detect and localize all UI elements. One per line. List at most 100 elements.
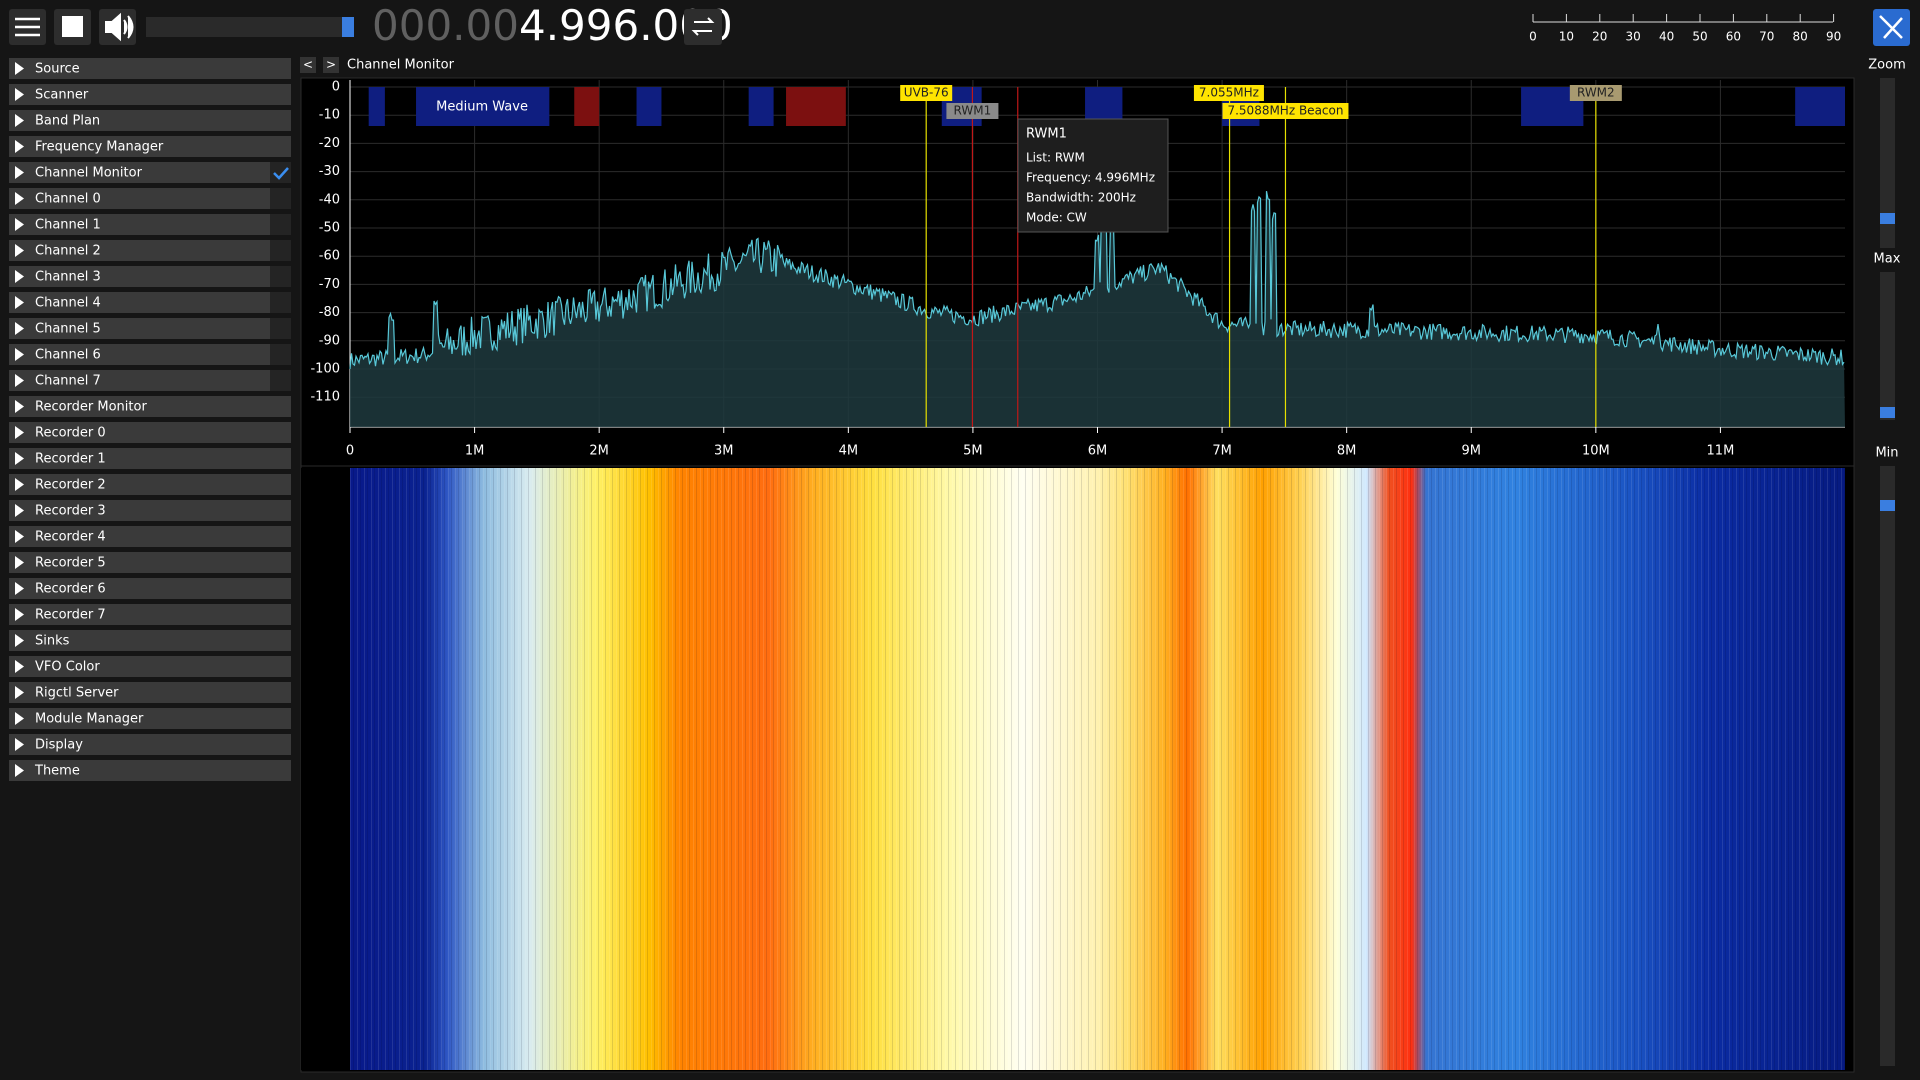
bookmark-label: RWM2: [1577, 86, 1615, 100]
band: [1795, 87, 1845, 126]
band-label: Medium Wave: [436, 100, 528, 115]
bookmark-tag[interactable]: [946, 103, 999, 119]
menu-item[interactable]: [9, 396, 291, 417]
menu-item[interactable]: [9, 708, 291, 729]
y-tick-label: -110: [310, 390, 340, 405]
menu-item[interactable]: [9, 214, 291, 235]
menu-item[interactable]: [9, 448, 291, 469]
x-tick-label: 2M: [589, 444, 609, 459]
enable-checkbox[interactable]: [270, 162, 291, 183]
collapse-arrow: [15, 322, 24, 335]
snr-tick-label: 10: [1559, 30, 1574, 44]
menu-item[interactable]: [9, 760, 291, 781]
collapse-arrow: [15, 582, 24, 595]
prev-button[interactable]: [300, 57, 316, 73]
menu-item-label: Recorder 0: [35, 426, 106, 441]
menu-item-label: Recorder 7: [35, 608, 106, 623]
menu-item[interactable]: [9, 58, 291, 79]
menu-item-label: Channel 5: [35, 322, 101, 337]
menu-item[interactable]: [9, 162, 291, 183]
band: [416, 87, 550, 126]
menu-item[interactable]: [9, 526, 291, 547]
bookmark-tag[interactable]: [1193, 85, 1264, 101]
max-grab: [1880, 407, 1895, 418]
min-grab: [1880, 500, 1895, 511]
bookmark-tag[interactable]: [1569, 85, 1622, 101]
menu-item[interactable]: [9, 552, 291, 573]
menu-item[interactable]: [9, 604, 291, 625]
y-tick-label: -60: [319, 249, 340, 264]
min-slider[interactable]: [1880, 466, 1895, 1066]
volume-grab: [342, 17, 354, 37]
menu-item[interactable]: [9, 292, 291, 313]
next-button[interactable]: [323, 57, 339, 73]
bookmark-tag[interactable]: [900, 85, 953, 101]
snr-tick-label: 40: [1659, 30, 1674, 44]
menu-item[interactable]: [9, 656, 291, 677]
menu-item[interactable]: [9, 318, 291, 339]
menu-item[interactable]: [9, 630, 291, 651]
enable-checkbox[interactable]: [270, 292, 291, 313]
menu-item[interactable]: [9, 344, 291, 365]
menu-item-label: Recorder 4: [35, 530, 106, 545]
collapse-arrow: [15, 712, 24, 725]
menu-item[interactable]: [9, 422, 291, 443]
x-tick-label: 10M: [1582, 444, 1610, 459]
enable-checkbox[interactable]: [270, 370, 291, 391]
band: [636, 87, 662, 126]
menu-item[interactable]: [9, 136, 291, 157]
menu-item-label: Channel 4: [35, 296, 101, 311]
menu-item[interactable]: [9, 578, 291, 599]
collapse-arrow: [15, 608, 24, 621]
enable-checkbox[interactable]: [270, 214, 291, 235]
snr-tick-label: 30: [1626, 30, 1641, 44]
menu-item[interactable]: [9, 734, 291, 755]
y-tick-label: -40: [319, 192, 340, 207]
menu-item[interactable]: [9, 84, 291, 105]
zoom-slider[interactable]: [1880, 78, 1895, 248]
menu-item[interactable]: [9, 266, 291, 287]
menu-item[interactable]: [9, 110, 291, 131]
enable-checkbox[interactable]: [270, 318, 291, 339]
next-label: >: [326, 58, 336, 72]
band: [368, 87, 385, 126]
menu-item-label: Rigctl Server: [35, 686, 119, 701]
menu-item-label: Theme: [34, 764, 80, 779]
bookmark-tag[interactable]: [1222, 103, 1349, 119]
x-tick-label: 4M: [839, 444, 859, 459]
menu-item-label: Channel 6: [35, 348, 101, 363]
menu-item[interactable]: [9, 370, 291, 391]
enable-checkbox[interactable]: [270, 266, 291, 287]
spectrum-fill: [350, 191, 1845, 427]
menu-item[interactable]: [9, 682, 291, 703]
menu-item-label: Recorder 5: [35, 556, 106, 571]
menu-item-label: Sinks: [35, 634, 70, 649]
frequency-display[interactable]: 000.004.996.000: [372, 1, 733, 50]
min-label: Min: [1875, 446, 1898, 461]
x-tick-label: 6M: [1088, 444, 1108, 459]
collapse-arrow: [15, 218, 24, 231]
volume-slider[interactable]: [146, 17, 354, 37]
y-tick-label: -50: [319, 221, 340, 236]
enable-checkbox[interactable]: [270, 188, 291, 209]
bookmark-label: RWM1: [954, 104, 992, 118]
sidebar: Source Scanner Band Plan Frequency Manager C…: [9, 58, 291, 781]
collapse-arrow: [15, 504, 24, 517]
swap-button[interactable]: [684, 9, 722, 45]
menu-item-label: Recorder 3: [35, 504, 106, 519]
menu-item[interactable]: [9, 500, 291, 521]
collapse-arrow: [15, 634, 24, 647]
snr-tick-label: 0: [1529, 30, 1537, 44]
menu-item[interactable]: [9, 188, 291, 209]
max-slider[interactable]: [1880, 272, 1895, 420]
y-tick-label: -70: [319, 277, 340, 292]
menu-item[interactable]: [9, 240, 291, 261]
enable-checkbox[interactable]: [270, 240, 291, 261]
collapse-arrow: [15, 348, 24, 361]
menu-item-label: Recorder 1: [35, 452, 106, 467]
collapse-arrow: [15, 452, 24, 465]
enable-checkbox[interactable]: [270, 344, 291, 365]
collapse-arrow: [15, 764, 24, 777]
band: [786, 87, 846, 126]
menu-item[interactable]: [9, 474, 291, 495]
